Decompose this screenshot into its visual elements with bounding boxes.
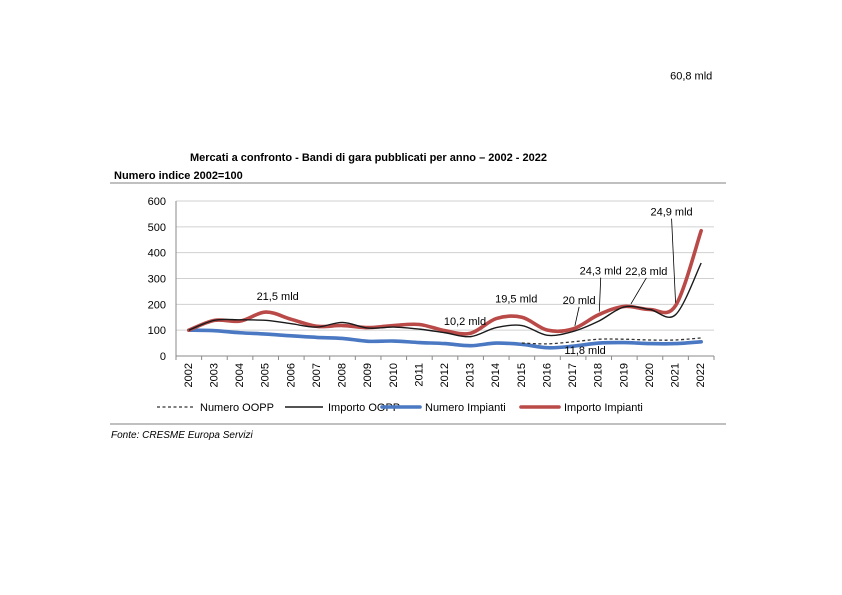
x-tick-label: 2006 [285,363,297,387]
annotation-label: 22,8 mld [625,266,667,278]
x-tick-label: 2012 [439,363,451,387]
x-tick-label: 2022 [695,363,707,387]
y-tick-label: 0 [160,351,166,363]
annotation-leader [630,277,647,305]
y-tick-label: 100 [148,325,166,337]
chart-title: Mercati a confronto - Bandi di gara pubb… [190,152,547,164]
y-tick-label: 400 [148,248,166,260]
x-tick-label: 2021 [670,363,682,387]
x-tick-label: 2013 [465,363,477,387]
series-line-numero-impianti [187,328,703,350]
x-tick-label: 2005 [260,363,272,387]
annotation-label: 24,3 mld [580,266,622,278]
annotation-label: 10,2 mld [444,316,486,328]
y-tick-label: 200 [148,299,166,311]
x-tick-label: 2011 [413,363,425,387]
series-line-numero-oopp [521,337,702,345]
x-tick-label: 2009 [362,363,374,387]
y-tick-label: 300 [148,274,166,286]
x-tick-label: 2003 [208,363,220,387]
x-tick-label: 2015 [516,363,528,387]
x-tick-label: 2020 [644,363,656,387]
annotation-label: 60,8 mld [670,71,712,83]
x-tick-label: 2004 [234,363,246,387]
x-tick-label: 2002 [183,363,195,387]
annotation-label: 21,5 mld [257,291,299,303]
series-line-importo-oopp [188,262,702,338]
x-tick-label: 2018 [593,363,605,387]
x-tick-label: 2019 [618,363,630,387]
series-lines [187,228,703,350]
y-tick-label: 500 [148,222,166,234]
x-tick-label: 2010 [388,363,400,387]
chart-subtitle: Numero indice 2002=100 [114,170,243,182]
annotation-label: 20 mld [563,295,596,307]
x-tick-label: 2007 [311,363,323,387]
x-tick-label: 2008 [337,363,349,387]
annotation-label: 24,9 mld [650,207,692,219]
annotation-leader [574,306,580,326]
series-line-importo-impianti [187,228,703,336]
annotation-leader [598,277,602,312]
annotation-label: 19,5 mld [495,293,537,305]
legend: Numero OOPP Importo OOPP Numero Impianti Im… [157,402,643,414]
legend-label: Numero Impianti [425,402,506,414]
y-tick-label: 600 [148,196,166,208]
legend-label: Importo OOPP [328,402,400,414]
annotation-label: 11,8 mld [564,345,605,357]
axes: 0 100 200 300 400 500 600 2002 2003 2004 2005 2006 2… [148,196,715,387]
x-tick-label: 2014 [490,363,502,387]
source-note: Fonte: CRESME Europa Servizi [111,430,253,441]
annotation-leader [671,218,676,303]
legend-label: Importo Impianti [564,402,643,414]
x-tick-label: 2017 [567,363,579,387]
annotations: 21,5 mld 10,2 mld 19,5 mld 11,8 mld 20 mld 24… [257,71,713,357]
x-tick-label: 2016 [541,363,553,387]
legend-label: Numero OOPP [200,402,274,414]
grid-lines [176,200,714,331]
